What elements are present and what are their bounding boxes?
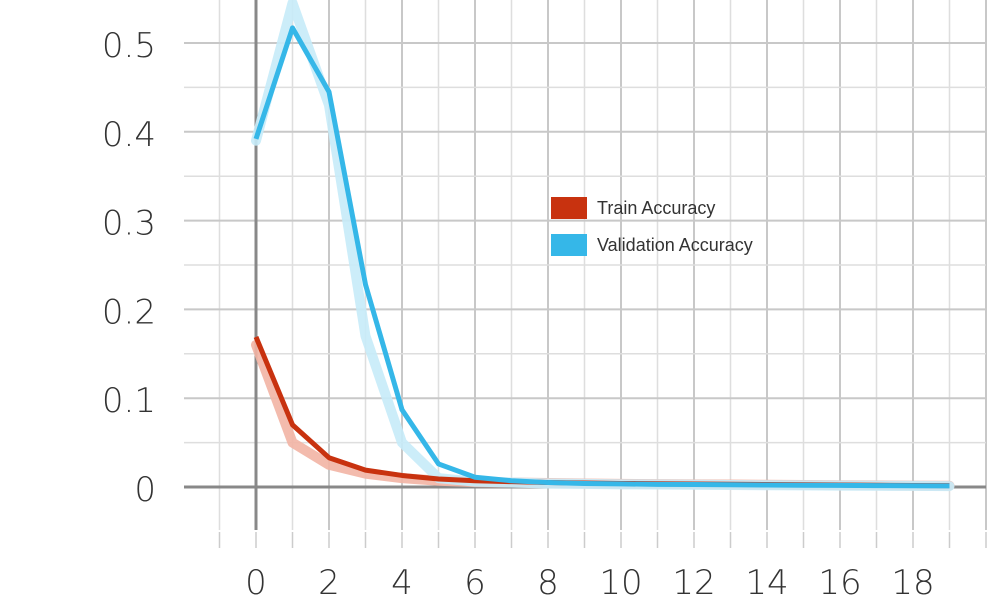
x-tick-label: 12 (672, 563, 715, 600)
x-tick-label: 10 (599, 563, 642, 600)
x-tick-label: 8 (537, 563, 559, 600)
x-tick-label: 6 (464, 563, 486, 600)
x-tick-label: 14 (745, 563, 788, 600)
legend-swatch (551, 197, 587, 219)
legend-item: Train Accuracy (551, 197, 715, 219)
x-tick-label: 4 (391, 563, 413, 600)
y-tick-label: 0.3 (102, 204, 156, 244)
series-lines (253, 25, 950, 489)
series-line-1 (253, 25, 950, 489)
legend-swatch (551, 234, 587, 256)
series-line-0 (253, 335, 950, 489)
y-tick-label: 0.5 (102, 26, 156, 66)
y-tick-label: 0.2 (102, 292, 156, 332)
y-tick-label: 0.1 (102, 381, 156, 421)
x-tick-label: 16 (818, 563, 861, 600)
legend-item: Validation Accuracy (551, 234, 753, 256)
y-tick-label: 0.4 (102, 115, 156, 155)
legend-label: Validation Accuracy (597, 235, 753, 255)
y-tick-label: 0 (134, 470, 156, 510)
x-tick-label: 2 (318, 563, 340, 600)
tick-labels: 0 0.1 0.2 0.3 0.4 0.5 0 2 4 6 8 10 12 14 16 18 (102, 26, 935, 600)
x-tick-label: 18 (891, 563, 934, 600)
x-tick-label: 0 (245, 563, 267, 600)
legend: Train Accuracy Validation Accuracy (551, 197, 753, 256)
series-band-0 (251, 339, 955, 491)
legend-label: Train Accuracy (597, 198, 715, 218)
